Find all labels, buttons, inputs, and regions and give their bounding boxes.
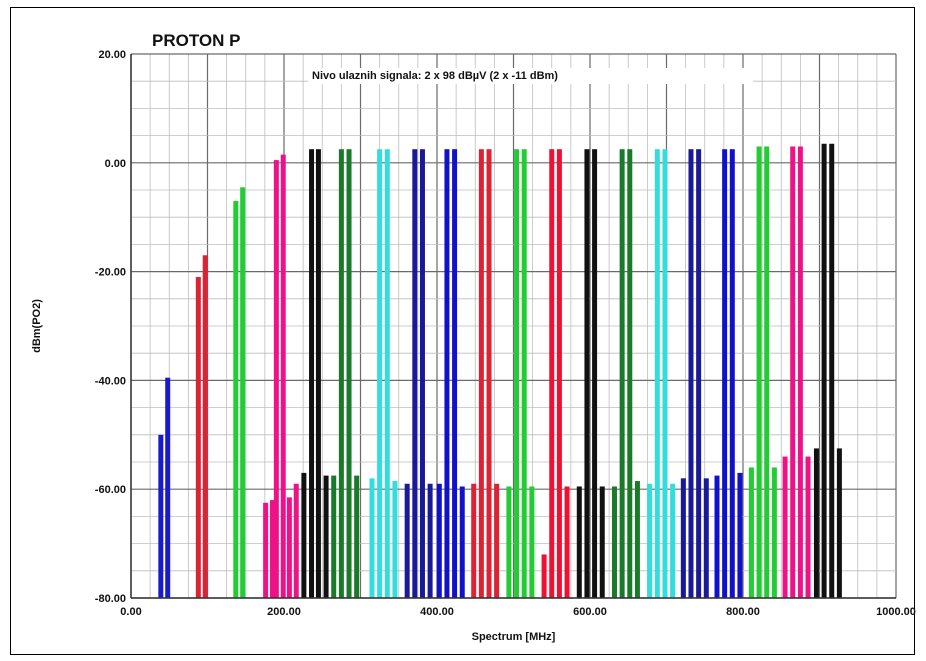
spectral-bar: [790, 146, 796, 599]
spectral-bar: [729, 149, 735, 598]
spectral-bar: [529, 486, 535, 598]
spectral-bar: [263, 502, 269, 598]
spectral-bar: [384, 149, 390, 598]
spectral-bar: [404, 483, 410, 598]
spectral-bar: [301, 472, 307, 598]
y-tick-label: -40.00: [95, 375, 126, 387]
spectral-bar: [662, 149, 668, 598]
spectral-bar: [764, 146, 770, 599]
spectral-bar: [771, 467, 777, 598]
spectral-bar: [756, 146, 762, 599]
spectral-bar: [331, 475, 337, 598]
spectral-bar: [392, 481, 398, 598]
spectral-bar: [654, 149, 660, 598]
x-tick-labels: 0.00 200.00 400.00 600.00 800.00 1000.00: [120, 606, 916, 618]
spectral-bar: [471, 483, 477, 598]
spectral-bar: [782, 456, 788, 598]
spectral-bar: [346, 149, 352, 598]
spectral-bar: [444, 149, 450, 598]
spectral-bar: [680, 478, 686, 598]
spectral-bar: [797, 146, 803, 599]
spectral-bar: [280, 154, 286, 598]
spectral-bar: [273, 160, 279, 598]
spectral-bar: [459, 486, 465, 598]
chart-title: PROTON P: [152, 31, 240, 50]
x-tick-label: 400.00: [420, 606, 454, 618]
spectral-bar: [627, 149, 633, 598]
spectral-bar: [240, 187, 246, 598]
grid: [130, 53, 897, 599]
spectral-bar: [836, 448, 842, 598]
spectral-bar: [286, 497, 292, 598]
y-tick-label: -80.00: [95, 593, 126, 605]
spectral-bar: [158, 434, 164, 598]
spectral-bar: [688, 149, 694, 598]
spectral-bar: [647, 483, 653, 598]
spectral-bar: [377, 149, 383, 598]
spectral-bar: [369, 478, 375, 598]
y-tick-label: 0.00: [105, 158, 126, 170]
x-tick-label: 200.00: [267, 606, 301, 618]
spectral-bar: [821, 143, 827, 598]
spectral-bar: [521, 149, 527, 598]
spectral-bar: [514, 149, 520, 598]
spectral-bar: [670, 483, 676, 598]
spectral-bar: [478, 149, 484, 598]
spectral-bar: [748, 467, 754, 598]
spectral-bar: [576, 486, 582, 598]
subtitle-background: [308, 68, 753, 84]
x-tick-label: 800.00: [726, 606, 760, 618]
x-tick-label: 0.00: [120, 606, 141, 618]
y-tick-labels: 20.00 0.00 -20.00 -40.00 -60.00 -80.00: [95, 49, 126, 605]
spectral-bar: [829, 143, 835, 598]
spectral-bar: [270, 500, 276, 598]
spectral-bar: [412, 149, 418, 598]
spectral-bar: [427, 483, 433, 598]
spectral-bar: [592, 149, 598, 598]
spectral-bar: [323, 475, 329, 598]
x-axis-label: Spectrum [MHz]: [472, 631, 556, 643]
spectral-bar: [634, 481, 640, 598]
y-tick-label: 20.00: [98, 49, 126, 61]
spectral-bar: [195, 277, 201, 598]
spectral-bar: [494, 483, 500, 598]
spectral-bar: [696, 149, 702, 598]
axes: [130, 54, 896, 599]
spectral-bar: [202, 255, 208, 598]
spectral-bar: [338, 149, 344, 598]
x-tick-label: 600.00: [573, 606, 607, 618]
spectral-bar: [611, 486, 617, 598]
spectral-bar: [165, 377, 171, 598]
spectral-bar: [436, 483, 442, 598]
spectral-bar: [309, 149, 315, 598]
spectral-bar: [714, 475, 720, 598]
spectral-bar: [813, 448, 819, 598]
chart-subtitle: Nivo ulaznih signala: 2 x 98 dBµV (2 x -…: [312, 70, 558, 82]
spectral-bar: [722, 149, 728, 598]
x-tick-label: 1000.00: [876, 606, 916, 618]
spectral-bar: [293, 483, 299, 598]
spectral-bar: [233, 200, 239, 598]
spectral-bar: [452, 149, 458, 598]
spectral-bar: [556, 149, 562, 598]
spectral-bar: [486, 149, 492, 598]
spectral-bar: [564, 486, 570, 598]
spectral-bar: [419, 149, 425, 598]
spectral-bar: [354, 475, 360, 598]
spectral-bar: [541, 554, 547, 598]
y-axis-label: dBm(PO2): [31, 299, 43, 353]
spectral-bar: [703, 478, 709, 598]
bars: [158, 143, 842, 599]
spectral-bar: [506, 486, 512, 598]
y-tick-label: -20.00: [95, 267, 126, 279]
spectral-bar: [584, 149, 590, 598]
spectral-bar: [805, 456, 811, 598]
spectral-bar: [549, 149, 555, 598]
spectral-bar: [619, 149, 625, 598]
spectral-bar: [315, 149, 321, 598]
spectral-bar: [599, 486, 605, 598]
spectral-bar: [737, 472, 743, 598]
y-tick-label: -60.00: [95, 484, 126, 496]
